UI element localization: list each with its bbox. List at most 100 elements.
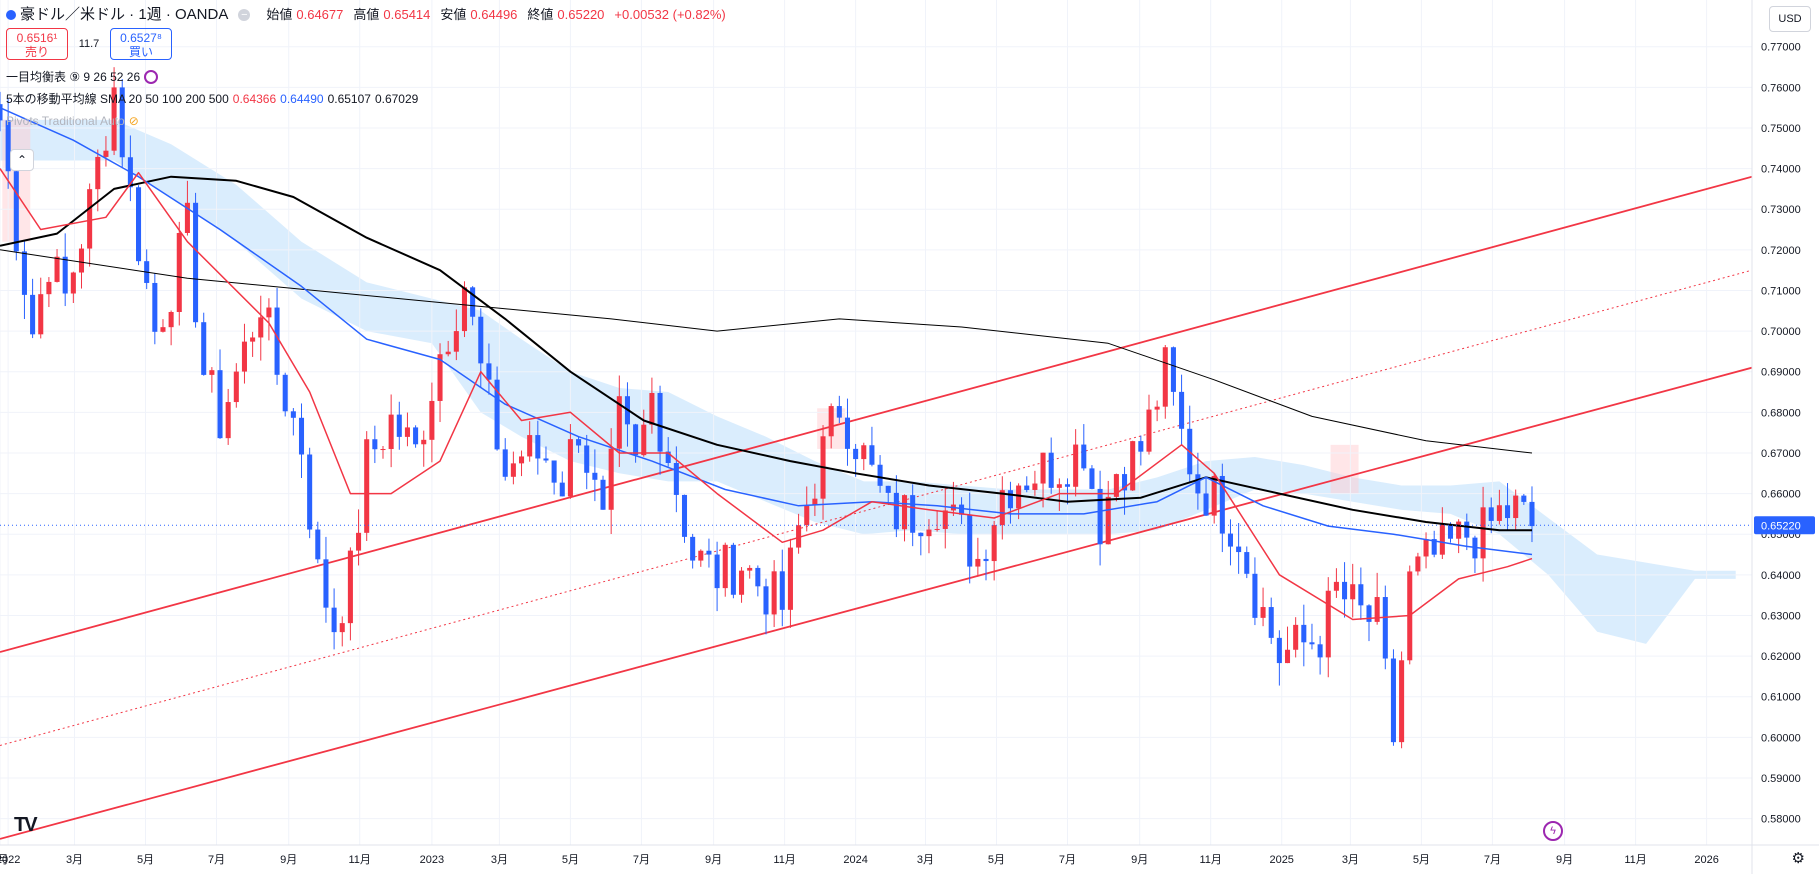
candle-body [1007, 490, 1013, 509]
y-tick-label: 0.76000 [1761, 82, 1801, 94]
x-tick-label: 9月 [1131, 854, 1148, 866]
candle-body [812, 498, 818, 506]
candle-body [0, 104, 3, 121]
candle-body [1073, 444, 1079, 487]
currency-button[interactable]: USD [1769, 6, 1811, 32]
candle-body [576, 439, 582, 446]
candle-body [934, 528, 940, 530]
y-tick-label: 0.68000 [1761, 407, 1801, 419]
symbol-flag-icon [6, 10, 16, 20]
candle-body [681, 494, 688, 537]
candle-body [999, 490, 1005, 526]
candle-body [673, 462, 679, 495]
buy-label: 買い [128, 45, 153, 59]
symbol-title[interactable]: 豪ドル／米ドル · 1週 · OANDA [20, 6, 229, 23]
x-tick-label: 2023 [420, 854, 444, 866]
ma-legend[interactable]: 5本の移動平均線 SMA 20 50 100 200 500 0.64366 0… [6, 88, 732, 110]
candle-body [209, 370, 215, 375]
candle-body [1130, 441, 1136, 491]
candle-body [323, 559, 329, 608]
candle-body [437, 354, 443, 401]
ichimoku-legend[interactable]: 一目均衡表 ⑨ 9 26 52 26 [6, 66, 732, 88]
x-tick-label: 2025 [1269, 854, 1293, 866]
x-tick-label: 1月 [0, 854, 9, 866]
candle-body [103, 150, 109, 157]
candle-body [1366, 605, 1372, 622]
current-price-tag [1754, 516, 1815, 535]
x-tick-label: 11月 [1624, 854, 1646, 866]
current-price-label: 0.65220 [1761, 520, 1801, 532]
candle-body [787, 547, 793, 610]
y-tick-label: 0.77000 [1761, 42, 1801, 54]
candle-body [470, 287, 476, 317]
candle-body [1105, 496, 1111, 545]
candle-body [910, 495, 916, 533]
candle-body [494, 379, 500, 450]
candle-body [168, 311, 174, 328]
flash-icon[interactable]: ϟ [1543, 821, 1563, 841]
candle-body [1260, 607, 1266, 618]
candle-body [1276, 637, 1282, 664]
candle-body [396, 414, 402, 437]
candle-body [30, 294, 36, 335]
candle-body [608, 448, 614, 510]
symbol-row: 豪ドル／米ドル · 1週 · OANDA − 始値 0.64677 高値 0.654… [6, 6, 732, 24]
y-tick-label: 0.61000 [1761, 692, 1801, 704]
candle-body [1268, 607, 1274, 638]
candle-body [111, 87, 117, 151]
candle-body [421, 439, 427, 445]
candle-body [1293, 624, 1299, 650]
y-axis: 0.77000 0.76000 0.75000 0.74000 0.73000 0.720… [1761, 42, 1801, 826]
candle-body [991, 525, 997, 562]
pivots-legend[interactable]: Pivots Traditional Auto ⊘ [6, 110, 732, 132]
candle-body [1154, 406, 1160, 410]
candle-body [1480, 507, 1486, 559]
candle-body [1097, 488, 1103, 545]
candle-body [1521, 495, 1527, 502]
candles [0, 67, 1535, 749]
candle-body [1456, 521, 1462, 539]
buy-button[interactable]: 0.6527⁸ 買い [110, 28, 172, 60]
candle-body [5, 120, 11, 172]
candle-body [755, 567, 761, 587]
minus-icon[interactable]: − [238, 9, 251, 21]
tradingview-logo-icon[interactable]: TV [14, 814, 38, 836]
candle-body [1219, 475, 1225, 534]
gear-icon[interactable]: ⚙ [1791, 850, 1805, 867]
y-tick-label: 0.71000 [1761, 285, 1801, 297]
sma20-line [0, 168, 1533, 621]
low-label: 安値 [440, 7, 467, 22]
candle-body [649, 392, 655, 425]
candle-body [959, 504, 965, 515]
candle-body [616, 396, 622, 449]
candle-body [1415, 556, 1421, 572]
ma-label: 5本の移動平均線 SMA 20 50 100 200 500 [6, 92, 229, 106]
candle-body [510, 463, 516, 477]
hidden-eye-icon[interactable]: ⊘ [128, 114, 139, 128]
candle-body [967, 514, 973, 567]
reload-icon[interactable] [144, 70, 159, 84]
sell-button[interactable]: 0.6516¹ 売り [6, 28, 68, 60]
candle-body [1309, 642, 1315, 645]
candle-body [1439, 523, 1445, 555]
candle-body [347, 550, 353, 624]
candle-body [404, 427, 410, 437]
candle-body [779, 571, 785, 610]
chevron-up-icon[interactable]: ⌃ [10, 149, 34, 171]
candle-body [1464, 521, 1470, 538]
open-value: 0.64677 [296, 7, 344, 22]
candle-body [714, 554, 720, 589]
y-tick-label: 0.64000 [1761, 570, 1801, 582]
sma20-value: 0.64366 [232, 92, 277, 106]
candle-body [54, 256, 60, 282]
x-tick-label: 7月 [1484, 854, 1501, 866]
x-tick-label: 9月 [1556, 854, 1573, 866]
candle-body [307, 454, 313, 530]
candle-body [1236, 546, 1242, 553]
candle-body [136, 187, 142, 262]
quote-row: 0.6516¹ 売り 11.7 0.6527⁸ 買い [6, 28, 732, 60]
candle-body [641, 424, 647, 456]
candle-body [1342, 581, 1348, 600]
sell-price: 0.6516¹ [16, 31, 58, 45]
